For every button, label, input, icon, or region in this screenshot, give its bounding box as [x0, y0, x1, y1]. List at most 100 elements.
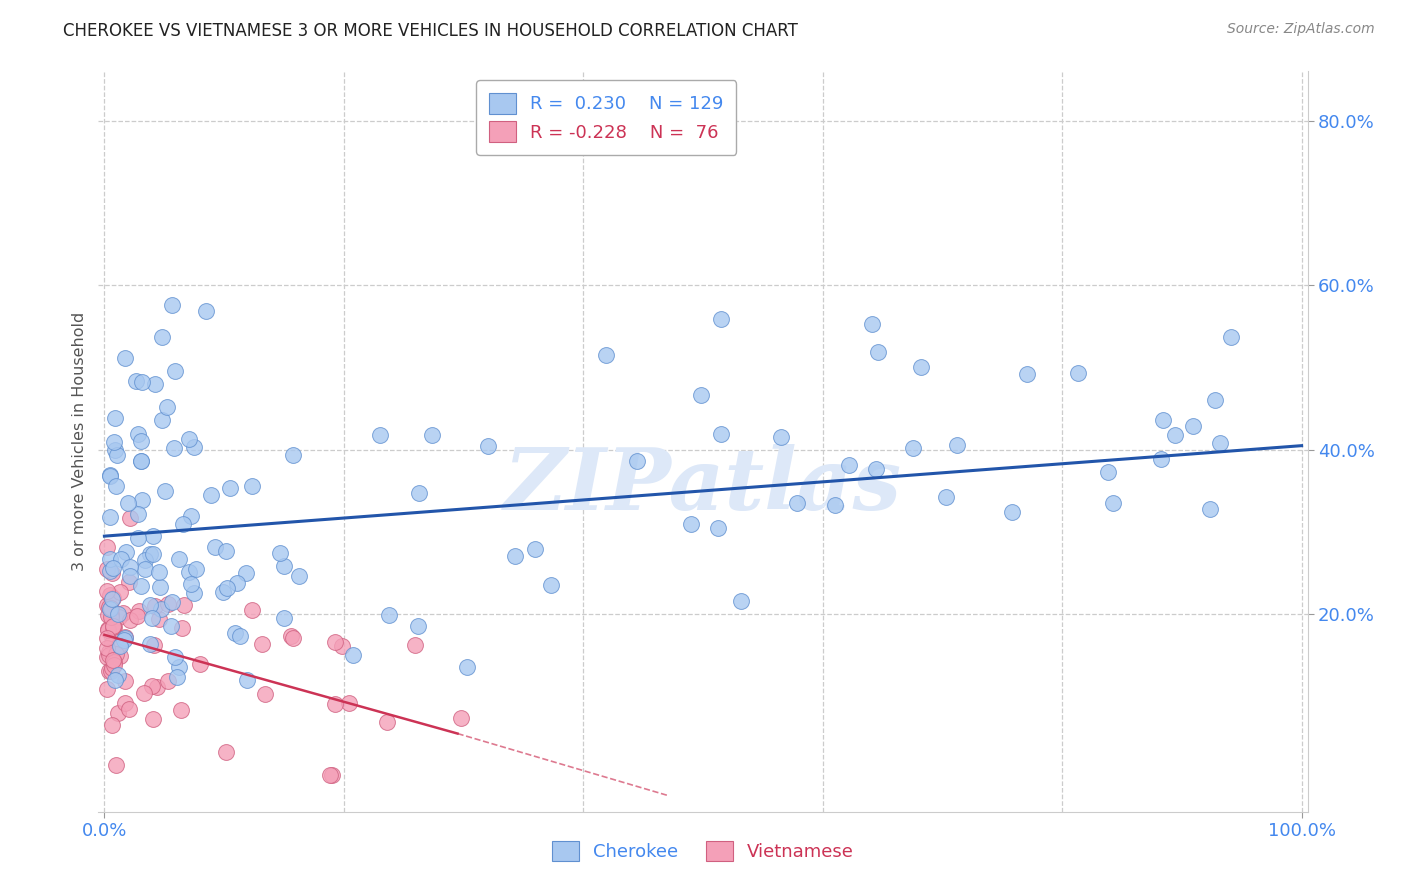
Point: [143, 599, 166, 613]
Point: [626, 453, 648, 467]
Point: [280, 629, 302, 643]
Point: [96, 649, 118, 664]
Point: [707, 520, 730, 534]
Point: [1209, 436, 1232, 450]
Point: [100, 601, 122, 615]
Point: [141, 611, 163, 625]
Point: [150, 602, 173, 616]
Point: [108, 610, 131, 624]
Point: [540, 578, 562, 592]
Point: [156, 673, 179, 688]
Point: [160, 595, 183, 609]
Point: [240, 478, 263, 492]
Point: [330, 639, 353, 653]
Point: [177, 565, 200, 579]
Point: [103, 658, 125, 673]
Point: [318, 767, 340, 781]
Point: [100, 661, 122, 675]
Legend: R =  0.230    N = 129, R = -0.228    N =  76: R = 0.230 N = 129, R = -0.228 N = 76: [477, 80, 737, 154]
Point: [101, 560, 124, 574]
Point: [105, 448, 128, 462]
Point: [142, 547, 165, 561]
Point: [107, 668, 129, 682]
Text: ZIPatlas: ZIPatlas: [503, 444, 903, 528]
Point: [103, 655, 125, 669]
Point: [229, 629, 252, 643]
Point: [129, 579, 152, 593]
Point: [166, 669, 188, 683]
Point: [128, 604, 150, 618]
Point: [273, 610, 295, 624]
Point: [118, 510, 141, 524]
Point: [101, 620, 124, 634]
Point: [150, 330, 173, 344]
Point: [104, 647, 127, 661]
Point: [142, 712, 165, 726]
Point: [129, 454, 152, 468]
Point: [107, 638, 129, 652]
Point: [114, 673, 136, 688]
Point: [118, 702, 141, 716]
Point: [100, 602, 122, 616]
Point: [224, 626, 246, 640]
Point: [730, 593, 752, 607]
Point: [408, 619, 430, 633]
Point: [214, 745, 236, 759]
Point: [100, 664, 122, 678]
Point: [155, 483, 177, 498]
Point: [132, 686, 155, 700]
Point: [114, 545, 136, 559]
Point: [101, 653, 124, 667]
Point: [170, 621, 193, 635]
Point: [150, 413, 173, 427]
Point: [163, 364, 186, 378]
Point: [127, 507, 149, 521]
Point: [838, 458, 860, 472]
Point: [101, 591, 124, 605]
Point: [98, 600, 121, 615]
Point: [368, 427, 391, 442]
Point: [323, 634, 346, 648]
Point: [120, 568, 142, 582]
Point: [180, 508, 202, 523]
Point: [101, 566, 124, 580]
Point: [1182, 418, 1205, 433]
Y-axis label: 3 or more Vehicles in Household: 3 or more Vehicles in Household: [72, 312, 87, 571]
Point: [420, 428, 443, 442]
Point: [134, 553, 156, 567]
Point: [117, 496, 139, 510]
Point: [112, 632, 135, 647]
Point: [865, 462, 887, 476]
Point: [100, 564, 122, 578]
Point: [252, 637, 274, 651]
Point: [321, 767, 343, 781]
Point: [114, 696, 136, 710]
Point: [946, 438, 969, 452]
Point: [226, 576, 249, 591]
Point: [96, 540, 118, 554]
Text: CHEROKEE VS VIETNAMESE 3 OR MORE VEHICLES IN HOUSEHOLD CORRELATION CHART: CHEROKEE VS VIETNAMESE 3 OR MORE VEHICLE…: [63, 22, 799, 40]
Point: [129, 454, 152, 468]
Point: [190, 657, 212, 671]
Point: [107, 706, 129, 721]
Point: [377, 714, 399, 729]
Point: [101, 636, 124, 650]
Point: [142, 529, 165, 543]
Point: [170, 703, 193, 717]
Point: [108, 585, 131, 599]
Point: [124, 375, 146, 389]
Point: [100, 467, 122, 482]
Point: [253, 687, 276, 701]
Point: [690, 387, 713, 401]
Point: [377, 607, 399, 622]
Point: [114, 351, 136, 365]
Point: [104, 479, 127, 493]
Point: [595, 348, 617, 362]
Point: [108, 639, 131, 653]
Point: [215, 544, 238, 558]
Point: [200, 487, 222, 501]
Point: [163, 441, 186, 455]
Point: [118, 575, 141, 590]
Point: [96, 584, 118, 599]
Point: [204, 540, 226, 554]
